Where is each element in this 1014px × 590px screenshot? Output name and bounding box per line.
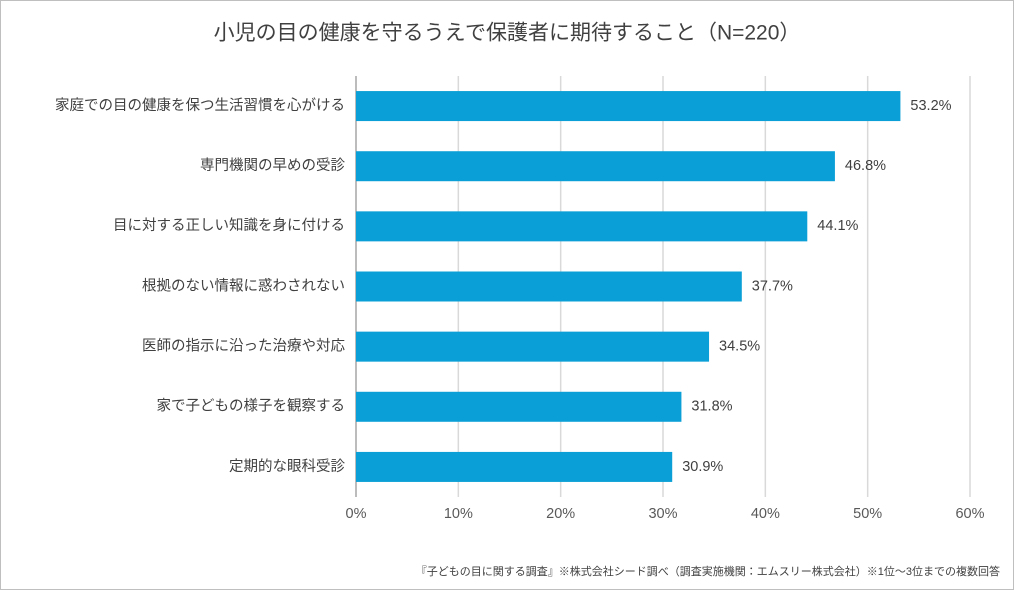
x-tick-label: 40% <box>751 506 780 522</box>
y-tick-label: 家庭での目の健康を保つ生活習慣を心がける <box>55 96 345 114</box>
x-tick-label: 0% <box>346 506 367 522</box>
y-tick-label: 目に対する正しい知識を身に付ける <box>113 217 345 234</box>
bar <box>356 151 835 182</box>
data-label: 30.9% <box>682 459 723 475</box>
data-label: 37.7% <box>752 278 793 294</box>
x-tick-label: 10% <box>444 506 473 522</box>
chart-title: 小児の目の健康を守るうえで保護者に期待すること（N=220） <box>214 22 801 45</box>
y-tick-label: 家で子どもの様子を観察する <box>157 398 346 415</box>
x-tick-label: 20% <box>546 506 575 522</box>
data-label: 44.1% <box>817 218 858 234</box>
y-tick-label: 専門機関の早めの受診 <box>200 157 345 174</box>
data-label: 31.8% <box>691 399 732 415</box>
bar <box>356 211 808 242</box>
x-tick-label: 30% <box>648 506 677 522</box>
footnote: 『子どもの目に関する調査』※株式会社シード調べ（調査実施機関：エムスリー株式会社… <box>416 564 1000 578</box>
y-tick-label: 医師の指示に沿った治療や対応 <box>142 337 345 354</box>
x-tick-label: 50% <box>853 506 882 522</box>
bar <box>356 91 901 122</box>
y-tick-label: 根拠のない情報に惑わされない <box>142 277 345 294</box>
data-label: 34.5% <box>719 338 760 354</box>
bar <box>356 451 673 482</box>
data-label: 53.2% <box>910 98 951 114</box>
x-tick-label: 60% <box>955 506 984 522</box>
y-tick-label: 定期的な眼科受診 <box>229 458 345 475</box>
data-label: 46.8% <box>845 158 886 174</box>
bar <box>356 331 710 362</box>
bar <box>356 271 742 302</box>
bar <box>356 391 682 422</box>
